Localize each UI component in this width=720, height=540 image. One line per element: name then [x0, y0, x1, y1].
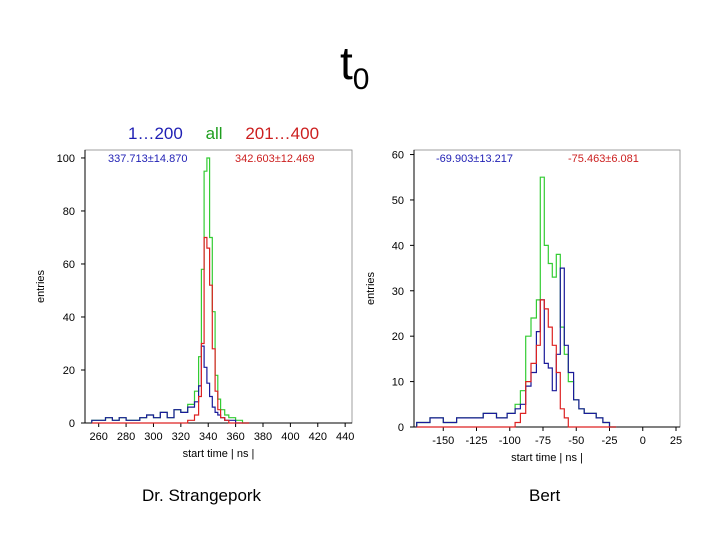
y-tick-label: 40 — [63, 312, 75, 324]
histogram-series-second — [416, 299, 617, 428]
y-tick-label: 30 — [392, 286, 404, 298]
y-tick-label: 40 — [392, 240, 404, 252]
histogram-series-all — [416, 176, 617, 428]
x-tick-label: -100 — [499, 435, 521, 447]
y-tick-label: 60 — [63, 259, 75, 271]
series-legend: 1…200 all 201…400 — [128, 124, 337, 144]
y-tick-label: 60 — [392, 150, 404, 162]
x-tick-label: -75 — [535, 435, 551, 447]
x-tick-label: 0 — [640, 435, 646, 447]
x-tick-label: 320 — [172, 431, 190, 443]
x-tick-label: 280 — [117, 431, 135, 443]
x-axis-label: start time | ns | — [511, 452, 583, 464]
x-tick-label: -125 — [465, 435, 487, 447]
y-tick-label: 0 — [398, 422, 404, 434]
y-tick-label: 10 — [392, 377, 404, 389]
histogram-series-first — [91, 345, 250, 424]
y-tick-label: 100 — [57, 153, 75, 165]
fit-label: -69.903±13.217 — [436, 153, 513, 165]
y-axis-label: entries — [365, 271, 377, 305]
legend-second: 201…400 — [245, 124, 320, 143]
x-tick-label: -150 — [432, 435, 454, 447]
plot-frame — [413, 149, 681, 428]
x-tick-label: 400 — [281, 431, 299, 443]
x-tick-label: 360 — [226, 431, 244, 443]
x-tick-label: 340 — [199, 431, 217, 443]
fit-label: 337.713±14.870 — [108, 153, 187, 165]
x-tick-label: -50 — [568, 435, 584, 447]
x-tick-label: 260 — [90, 431, 108, 443]
histogram-series-first — [416, 267, 617, 428]
y-tick-label: 20 — [63, 365, 75, 377]
legend-all: all — [205, 124, 223, 143]
histogram-series-second — [91, 236, 250, 424]
x-tick-label: 25 — [670, 435, 682, 447]
legend-first: 1…200 — [128, 124, 183, 143]
x-tick-label: 440 — [336, 431, 354, 443]
x-tick-label: 300 — [144, 431, 162, 443]
histogram-series-all — [91, 157, 250, 424]
plot-frame — [84, 149, 353, 424]
histogram-right: -150 -125 -100 -75 -50 -25 0 25 0 10 20 30 40 50 60 sta… — [365, 149, 682, 464]
x-tick-label: 380 — [254, 431, 272, 443]
author-right: Bert — [529, 486, 561, 505]
fit-label: -75.463±6.081 — [568, 153, 639, 165]
title-subscript: 0 — [352, 63, 370, 96]
y-tick-label: 50 — [392, 195, 404, 207]
author-left: Dr. Strangepork — [142, 486, 262, 505]
x-axis-label: start time | ns | — [183, 448, 255, 460]
y-tick-label: 20 — [392, 331, 404, 343]
title-main: t — [340, 37, 353, 89]
x-tick-label: -25 — [602, 435, 618, 447]
histogram-left: 260 280 300 320 340 360 380 400 420 440 0 20 40 60 80 1… — [35, 149, 354, 460]
y-tick-label: 0 — [69, 418, 75, 430]
slide-title: t0 — [340, 40, 369, 95]
x-tick-label: 420 — [309, 431, 327, 443]
y-tick-label: 80 — [63, 206, 75, 218]
y-axis-label: entries — [35, 269, 47, 303]
fit-label: 342.603±12.469 — [235, 153, 314, 165]
